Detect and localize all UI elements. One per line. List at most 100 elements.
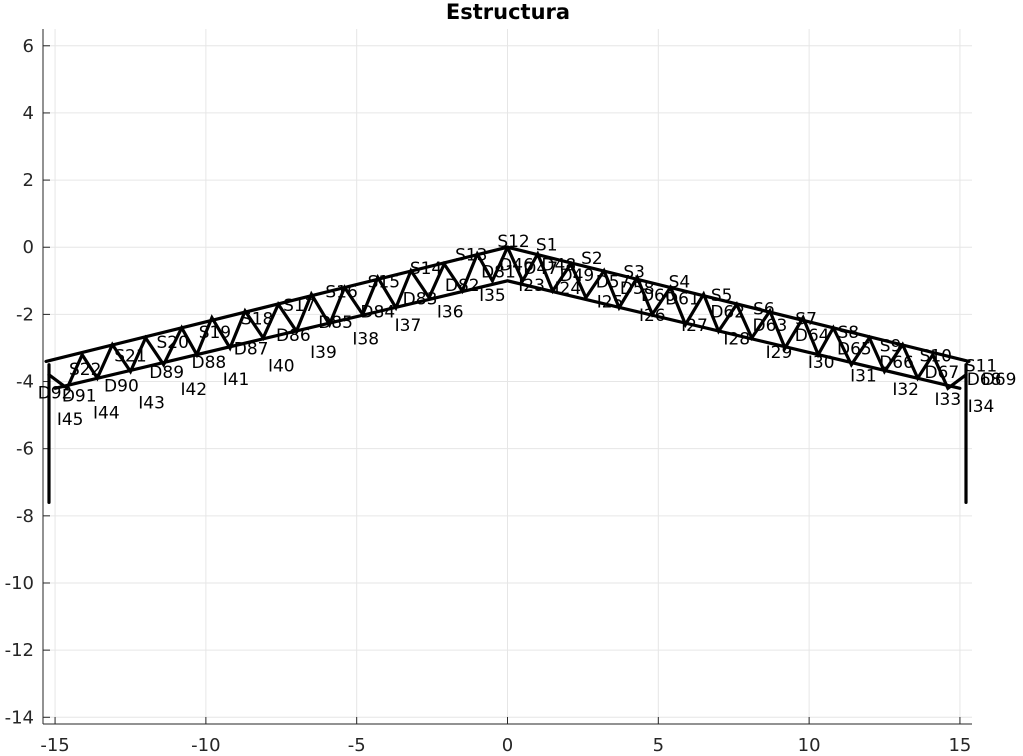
axes [42, 29, 972, 725]
member-label-d68: D68 [967, 370, 1002, 390]
y-tick-label-5: -4 [16, 372, 34, 393]
member-label-d66: D66 [879, 353, 914, 373]
member-label-s8: S8 [838, 323, 860, 343]
member-label-s5: S5 [711, 286, 733, 306]
y-tick-label-10: -14 [5, 707, 34, 728]
member-label-d67: D67 [924, 363, 959, 383]
x-tick-label-0: -15 [40, 735, 69, 756]
member-label-i30: I30 [808, 353, 835, 373]
member-label-i24: I24 [554, 279, 581, 299]
member-label-d60: D60 [641, 286, 676, 306]
x-tick-label-4: 5 [653, 735, 664, 756]
member-label-i44: I44 [93, 403, 120, 423]
member-label-s1: S1 [536, 236, 558, 256]
member-line-4 [47, 245, 510, 391]
member-label-i23: I23 [518, 276, 545, 296]
member-label-d49: D49 [560, 266, 595, 286]
member-label-s17: S17 [283, 296, 315, 316]
member-label-s21: S21 [114, 346, 146, 366]
member-line-1 [53, 279, 962, 390]
member-label-i42: I42 [180, 380, 207, 400]
member-label-i43: I43 [138, 393, 165, 413]
y-tick-label-2: 2 [23, 170, 34, 191]
member-label-s3: S3 [623, 262, 645, 282]
member-label-s15: S15 [368, 273, 400, 293]
member-label-d48: D48 [541, 256, 576, 276]
member-label-d82: D82 [445, 276, 480, 296]
y-tick-label-0: 6 [23, 36, 34, 57]
member-label-d83: D83 [403, 289, 438, 309]
member-label-i40: I40 [268, 356, 295, 376]
member-label-i37: I37 [395, 316, 422, 336]
member-label-d88: D88 [192, 353, 227, 373]
members [44, 245, 971, 504]
member-label-s19: S19 [199, 323, 231, 343]
member-label-d65: D65 [837, 340, 872, 360]
member-label-d85: D85 [318, 313, 353, 333]
member-label-d84: D84 [360, 303, 395, 323]
member-label-s20: S20 [156, 333, 188, 353]
member-label-s12: S12 [497, 232, 529, 252]
member-label-i35: I35 [479, 286, 506, 306]
y-tick-label-4: -2 [16, 304, 34, 325]
member-label-s4: S4 [669, 273, 691, 293]
member-label-s13: S13 [455, 246, 487, 266]
member-label-s2: S2 [581, 249, 603, 269]
member-label-i36: I36 [437, 303, 464, 323]
member-label-i27: I27 [681, 316, 708, 336]
y-tick-label-8: -10 [5, 573, 34, 594]
member-label-d47: D47 [523, 259, 558, 279]
y-tick-label-9: -12 [5, 640, 34, 661]
member-label-i28: I28 [723, 330, 750, 350]
member-label-i39: I39 [310, 343, 337, 363]
member-label-i45: I45 [57, 410, 84, 430]
member-label-s11: S11 [965, 356, 997, 376]
tick-labels: -15 -10 -5 0 5 10 15 6 4 2 0 -2 -4 -6 -8 -10 -12 -14 [5, 36, 972, 756]
member-label-d63: D63 [753, 316, 788, 336]
member-label-i38: I38 [352, 330, 379, 350]
member-label-d92: D92 [38, 383, 73, 403]
member-label-i31: I31 [850, 367, 877, 387]
member-label-d87: D87 [234, 340, 269, 360]
member-label-d64: D64 [795, 326, 830, 346]
member-label-s10: S10 [920, 346, 952, 366]
member-label-d61: D61 [665, 289, 700, 309]
member-label-i34: I34 [968, 397, 995, 417]
y-tick-label-3: 0 [23, 237, 34, 258]
y-tick-label-7: -8 [16, 506, 34, 527]
x-tick-label-5: 10 [798, 735, 821, 756]
y-tick-label-1: 4 [23, 103, 34, 124]
member-label-s22: S22 [69, 360, 101, 380]
member-label-i33: I33 [935, 390, 962, 410]
x-tick-label-2: -5 [348, 735, 366, 756]
member-label-s18: S18 [241, 309, 273, 329]
member-label-s7: S7 [795, 309, 817, 329]
x-tick-label-6: 15 [948, 735, 971, 756]
member-labels: S1 S2 S3 S4 S5 S6 S7 S8 S9 S10 S11 S12 S13 S14 S15 S16 S… [38, 232, 1017, 430]
member-label-s9: S9 [880, 336, 902, 356]
member-label-d58: D58 [620, 279, 655, 299]
y-tick-label-6: -6 [16, 439, 34, 460]
member-label-d89: D89 [149, 363, 184, 383]
member-label-d57: D57 [596, 273, 631, 293]
member-label-d90: D90 [104, 377, 139, 397]
member-label-d69: D69 [982, 370, 1017, 390]
member-label-d62: D62 [710, 303, 745, 323]
member-label-d91: D91 [62, 387, 97, 407]
chart-title: Estructura [446, 0, 570, 24]
member-label-s16: S16 [325, 283, 357, 303]
member-line-5 [505, 245, 968, 391]
member-label-d81: D81 [481, 262, 516, 282]
member-label-i41: I41 [223, 370, 250, 390]
member-label-i25: I25 [597, 293, 624, 313]
member-label-d46: D46 [499, 256, 534, 276]
member-label-i26: I26 [639, 306, 666, 326]
x-tick-label-1: -10 [191, 735, 220, 756]
member-label-d86: D86 [276, 326, 311, 346]
member-label-i32: I32 [892, 380, 919, 400]
member-label-s6: S6 [753, 299, 775, 319]
member-label-i29: I29 [766, 343, 793, 363]
member-label-s14: S14 [410, 259, 442, 279]
x-tick-label-3: 0 [502, 735, 513, 756]
